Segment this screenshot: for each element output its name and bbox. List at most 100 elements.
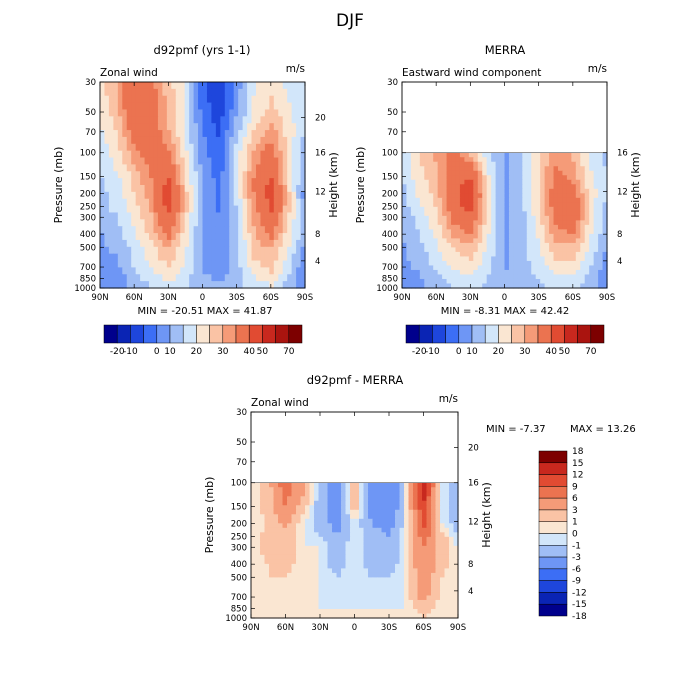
heatmap-cell	[211, 88, 217, 97]
heatmap-cell	[495, 152, 501, 158]
heatmap-cell	[157, 274, 163, 282]
heatmap-cell	[314, 572, 320, 579]
heatmap-cell	[446, 229, 452, 235]
heatmap-cell	[444, 590, 450, 597]
heatmap-cell	[108, 178, 114, 186]
heatmap-cell	[508, 170, 515, 176]
heatmap-cell	[345, 599, 351, 606]
heatmap-cell	[282, 233, 288, 241]
heatmap-cell	[517, 161, 523, 167]
heatmap-cell	[359, 586, 365, 592]
heatmap-cell	[428, 224, 434, 230]
heatmap-cell	[424, 179, 430, 185]
heatmap-cell	[372, 572, 378, 579]
heatmap-cell	[354, 586, 360, 592]
heatmap-cell	[175, 226, 181, 234]
heatmap-cell	[426, 541, 432, 547]
heatmap-cell	[566, 193, 572, 199]
heatmap-cell	[264, 239, 270, 248]
heatmap-cell	[422, 487, 428, 493]
heatmap-cell	[419, 224, 425, 230]
heatmap-cell	[477, 233, 483, 239]
heatmap-cell	[557, 175, 564, 181]
heatmap-cell	[477, 179, 483, 185]
heatmap-cell	[359, 536, 365, 542]
heatmap-cell	[189, 212, 195, 220]
heatmap-cell	[269, 281, 275, 289]
heatmap-cell	[300, 554, 306, 560]
heatmap-cell	[410, 152, 416, 158]
heatmap-cell	[144, 267, 150, 275]
heatmap-cell	[336, 487, 342, 493]
heatmap-cell	[535, 179, 541, 185]
heatmap-cell	[220, 82, 226, 90]
heatmap-cell	[332, 482, 338, 488]
heatmap-cell	[399, 545, 405, 551]
heatmap-cell	[426, 523, 432, 529]
x-tick-label: 90N	[91, 293, 108, 303]
heatmap-cell	[504, 215, 510, 221]
heatmap-cell	[531, 238, 537, 244]
heatmap-cell	[580, 206, 586, 212]
heatmap-cell	[131, 109, 137, 117]
heatmap-cell	[264, 274, 270, 282]
heatmap-cell	[305, 496, 311, 502]
heatmap-cell	[491, 184, 497, 190]
heatmap-cell	[291, 82, 297, 90]
heatmap-cell	[278, 157, 284, 165]
heatmap-cell	[451, 188, 457, 194]
heatmap-cell	[390, 595, 396, 601]
heatmap-cell	[504, 283, 510, 289]
heatmap-cell	[300, 496, 306, 502]
heatmap-cell	[336, 536, 342, 542]
heatmap-cell	[291, 281, 297, 289]
heatmap-cell	[255, 88, 262, 97]
heatmap-cell	[451, 197, 457, 203]
heatmap-cell	[402, 265, 408, 271]
heatmap-cell	[584, 161, 590, 167]
heatmap-cell	[562, 260, 568, 267]
heatmap-cell	[122, 82, 128, 90]
heatmap-cell	[442, 283, 448, 289]
heatmap-cell	[495, 184, 501, 190]
heatmap-cell	[517, 175, 523, 181]
heatmap-cell	[580, 233, 586, 239]
heatmap-cell	[500, 251, 506, 258]
colorbar-swatch	[538, 545, 568, 558]
heatmap-cell	[211, 123, 217, 131]
heatmap-cell	[206, 281, 213, 289]
colorbar-swatch	[458, 324, 473, 344]
heatmap-cell	[264, 532, 270, 538]
heatmap-cell	[404, 568, 410, 574]
heatmap-cell	[206, 150, 213, 159]
heatmap-cell	[453, 509, 459, 515]
heatmap-cell	[504, 193, 510, 199]
x-tick-label: 90S	[297, 293, 313, 303]
heatmap-cell	[282, 267, 288, 275]
heatmap-cell	[233, 246, 239, 255]
heatmap-cell	[157, 82, 163, 90]
heatmap-cell	[122, 164, 128, 172]
heatmap-cell	[140, 116, 146, 124]
heatmap-cell	[386, 604, 392, 610]
heatmap-cell	[406, 206, 412, 212]
heatmap-cell	[540, 251, 546, 258]
heatmap-cell	[562, 251, 568, 258]
heatmap-cell	[402, 220, 408, 226]
heatmap-cell	[522, 274, 528, 280]
heatmap-cell	[415, 260, 421, 267]
heatmap-cell	[180, 102, 186, 111]
heatmap-cell	[417, 487, 423, 493]
heatmap-cell	[386, 572, 392, 579]
heatmap-cell	[598, 220, 604, 226]
heatmap-cell	[323, 509, 329, 515]
heatmap-cell	[477, 251, 483, 258]
heatmap-cell	[215, 219, 221, 227]
heatmap-cell	[255, 95, 262, 104]
heatmap-cell	[273, 604, 279, 610]
heatmap-cell	[404, 581, 410, 588]
heatmap-cell	[153, 185, 159, 193]
heatmap-cell	[314, 577, 320, 583]
heatmap-cell	[273, 608, 279, 615]
heatmap-cell	[589, 256, 595, 262]
